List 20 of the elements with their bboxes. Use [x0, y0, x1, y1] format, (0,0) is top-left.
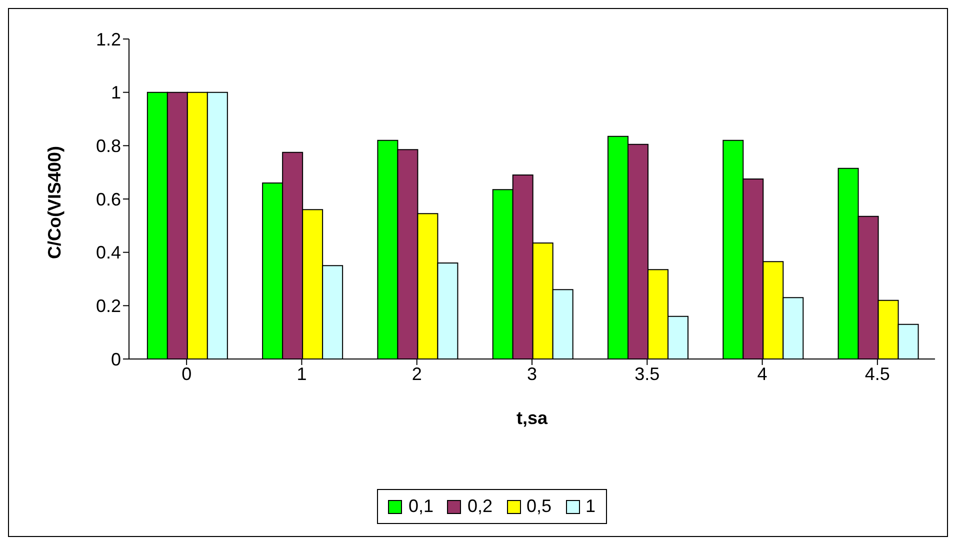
x-tick-label: 2: [412, 364, 422, 384]
y-tick-label: 0.4: [96, 242, 121, 263]
x-tick-label: 3: [526, 364, 538, 384]
x-tick-label: 4.5: [864, 364, 890, 384]
x-tick-label: 0: [182, 364, 192, 384]
y-tick-label: 0.8: [96, 136, 121, 156]
x-tick-label: 1: [296, 364, 307, 384]
y-tick-label: 0.2: [96, 296, 121, 316]
y-tick-label: 0: [110, 349, 121, 370]
y-tick-label: 0.6: [96, 189, 121, 210]
x-axis-title: t,sa: [516, 408, 548, 428]
legend-label: 0,5: [526, 496, 552, 517]
x-tick-label: 3.5: [634, 364, 660, 384]
y-tick-label: 1.2: [96, 29, 121, 50]
legend-label: 0,1: [407, 496, 434, 517]
x-tick-label: 4: [757, 364, 768, 384]
y-tick-label: 1: [110, 82, 121, 103]
legend-label: 0,2: [466, 496, 492, 517]
y-axis-title: C/Co(VIS400): [44, 146, 64, 259]
legend-label: 1: [584, 496, 596, 517]
